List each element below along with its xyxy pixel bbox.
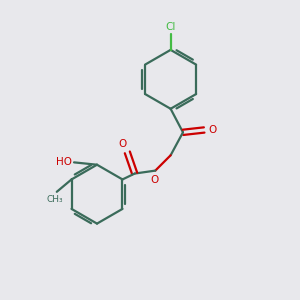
Text: O: O <box>208 125 216 135</box>
Text: O: O <box>119 140 127 149</box>
Text: CH₃: CH₃ <box>47 195 64 204</box>
Text: Cl: Cl <box>165 22 176 32</box>
Text: HO: HO <box>56 158 72 167</box>
Text: O: O <box>150 175 158 185</box>
